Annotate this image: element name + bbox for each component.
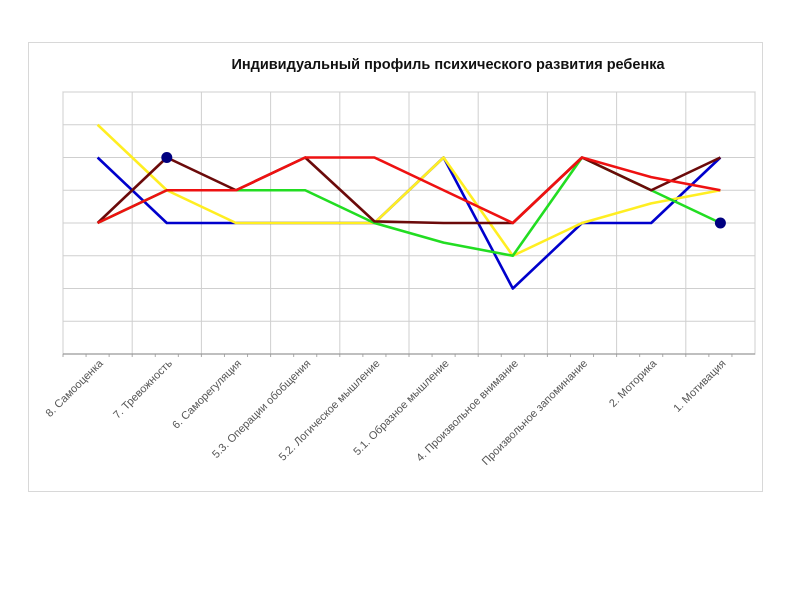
x-tick-label: 1. Мотивация: [671, 358, 728, 415]
chart-frame: [28, 42, 763, 492]
x-tick-label: 6. Саморегуляция: [170, 358, 244, 432]
x-tick-label: 7. Тревожность: [111, 357, 175, 421]
x-tick-label: 2. Моторика: [607, 357, 660, 410]
series-lines: [96, 123, 722, 290]
chart-title: Индивидуальный профиль психического разв…: [231, 57, 665, 73]
data-point-marker: [714, 217, 726, 229]
markers: [161, 152, 726, 229]
grid: [62, 91, 756, 357]
series-line-yellow: [96, 123, 721, 258]
series-line-dark-red: [96, 156, 721, 225]
data-point-marker: [161, 152, 173, 163]
x-tick-label: 8. Самооценка: [44, 357, 107, 420]
series-line-red: [97, 156, 721, 225]
